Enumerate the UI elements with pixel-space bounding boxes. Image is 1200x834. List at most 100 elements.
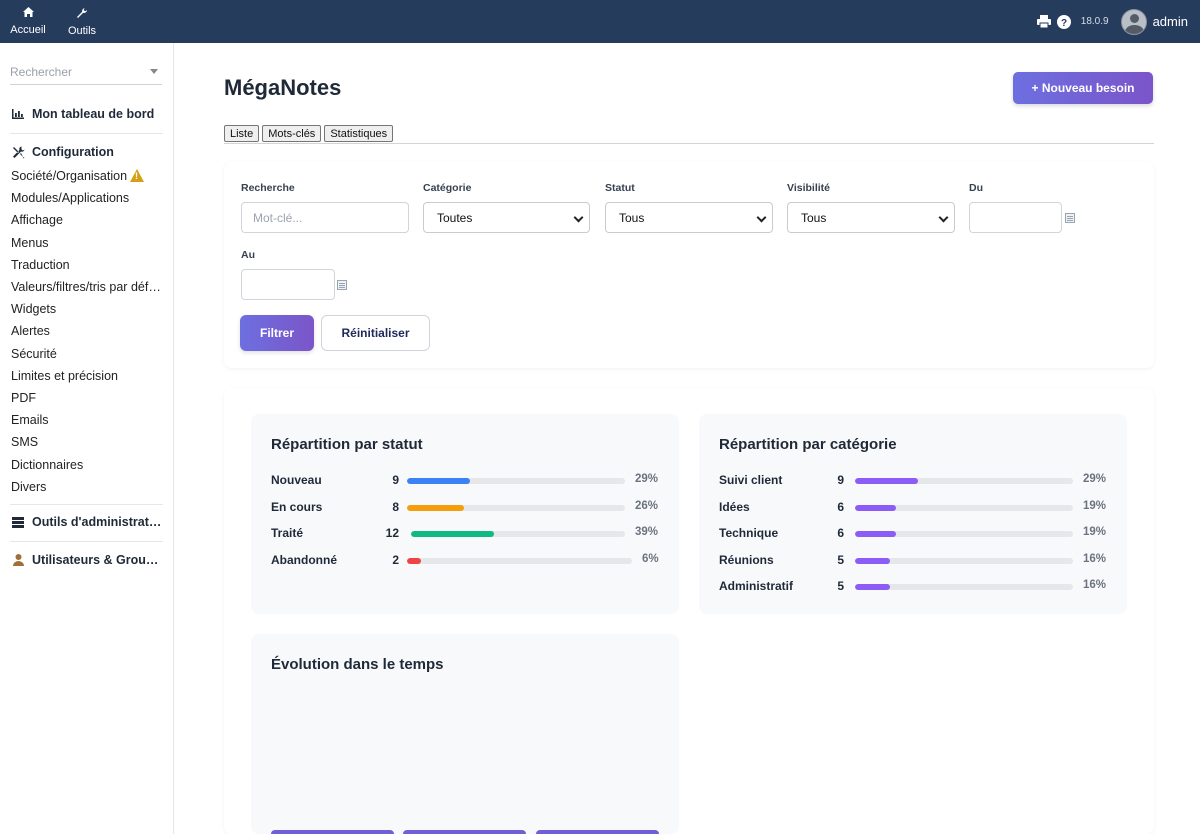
stat-bar-fill	[855, 478, 919, 484]
chevron-down-icon	[938, 212, 949, 223]
sidebar: Rechercher Mon tableau de bord Configura…	[0, 43, 174, 834]
stat-row-percent: 29%	[635, 473, 659, 485]
stat-bar-fill	[855, 504, 897, 511]
category-select[interactable]: Toutes	[423, 202, 590, 233]
sidebar-item-limites[interactable]: Limites et précision	[11, 369, 118, 383]
print-icon[interactable]	[1036, 15, 1051, 29]
calendar-icon[interactable]	[337, 280, 347, 290]
stat-row: Réunions 5 16%	[719, 553, 1107, 567]
search-input[interactable]: Mot-clé...	[241, 202, 409, 233]
stat-bar-track	[407, 504, 625, 511]
sidebar-item-valeurs[interactable]: Valeurs/filtres/tris par défaut	[11, 280, 163, 294]
evolution-chart-button[interactable]	[271, 830, 394, 834]
sidebar-users-groups-label: Utilisateurs & Groupes	[32, 553, 164, 567]
tab-bar: Liste Mots-clés Statistiques	[224, 125, 394, 142]
sidebar-item-modules[interactable]: Modules/Applications	[11, 191, 130, 205]
stat-row-count: 9	[392, 473, 399, 487]
sidebar-item-menus[interactable]: Menus	[11, 236, 49, 250]
sidebar-item-emails[interactable]: Emails	[11, 413, 49, 427]
sidebar-item-label: Société/Organisation	[11, 169, 128, 183]
reset-button[interactable]: Réinitialiser	[321, 315, 430, 351]
sidebar-users-groups[interactable]: Utilisateurs & Groupes	[11, 553, 166, 567]
stat-row-label: Traité	[271, 526, 304, 540]
sidebar-admin-tools[interactable]: Outils d'administration	[11, 515, 166, 529]
tab-statistiques[interactable]: Statistiques	[324, 125, 394, 142]
user-avatar[interactable]	[1120, 8, 1147, 35]
stat-row-percent: 39%	[635, 526, 659, 538]
visibility-select[interactable]: Tous	[787, 202, 955, 233]
status-label: Statut	[605, 182, 635, 194]
stat-row: Idées 6 19%	[719, 500, 1107, 514]
nav-home[interactable]: Accueil	[8, 0, 48, 43]
stat-row: Traité 12 39%	[271, 526, 659, 540]
server-icon	[11, 516, 25, 528]
visibility-value: Tous	[801, 210, 827, 225]
stat-bar-fill	[407, 504, 464, 511]
top-right-tools: ? 18.0.9 admin	[1036, 0, 1188, 43]
sidebar-item-affichage[interactable]: Affichage	[11, 213, 63, 227]
stat-row: Nouveau 9 29%	[271, 473, 659, 487]
filter-button[interactable]: Filtrer	[240, 315, 314, 351]
sidebar-item-alertes[interactable]: Alertes	[11, 324, 50, 338]
stat-row: Administratif 5 16%	[719, 579, 1107, 593]
nav-tools-label: Outils	[67, 24, 97, 37]
user-icon	[11, 554, 25, 566]
stat-bar-track	[407, 478, 625, 484]
sidebar-item-securite[interactable]: Sécurité	[11, 347, 57, 361]
sidebar-divider	[10, 504, 163, 505]
sidebar-dashboard[interactable]: Mon tableau de bord	[11, 107, 154, 121]
new-request-button[interactable]: + Nouveau besoin	[1013, 72, 1153, 104]
stat-row-percent: 6%	[642, 552, 659, 565]
sidebar-item-pdf[interactable]: PDF	[11, 391, 36, 405]
stat-row-label: Nouveau	[271, 473, 322, 487]
stat-row-label: En cours	[271, 499, 323, 514]
category-value: Toutes	[437, 210, 473, 225]
sidebar-item-divers[interactable]: Divers	[11, 480, 47, 494]
tab-divider	[224, 143, 1154, 144]
search-label: Recherche	[241, 182, 295, 194]
help-icon[interactable]: ?	[1056, 14, 1071, 29]
sidebar-search-placeholder: Rechercher	[10, 65, 73, 79]
stat-row-label: Abandonné	[271, 552, 337, 567]
stat-row: Suivi client 9 29%	[719, 473, 1107, 487]
sidebar-item-widgets[interactable]: Widgets	[11, 302, 57, 316]
tab-mots-cles[interactable]: Mots-clés	[262, 125, 322, 142]
stat-row-label: Suivi client	[719, 473, 783, 487]
sidebar-item-traduction[interactable]: Traduction	[11, 258, 70, 272]
stat-row-percent: 29%	[1083, 473, 1107, 485]
tab-liste[interactable]: Liste	[224, 125, 260, 142]
stat-row-percent: 26%	[635, 499, 659, 512]
tools-icon	[11, 146, 25, 159]
stat-bar-fill	[855, 584, 890, 590]
sidebar-item-dictionnaires[interactable]: Dictionnaires	[11, 458, 84, 472]
top-bar: Accueil Outils ? 18.0.9 admin	[0, 0, 1200, 43]
stat-row-percent: 19%	[1083, 499, 1107, 512]
sidebar-divider	[10, 541, 163, 542]
evolution-chart-button[interactable]	[536, 830, 659, 834]
sidebar-search-select[interactable]: Rechercher	[10, 65, 162, 85]
user-name[interactable]: admin	[1152, 14, 1188, 29]
date-from-input[interactable]	[969, 202, 1062, 233]
status-distribution-title: Répartition par statut	[271, 436, 423, 453]
category-distribution-title: Répartition par catégorie	[719, 436, 897, 453]
status-select[interactable]: Tous	[605, 202, 773, 233]
search-placeholder: Mot-clé...	[253, 210, 303, 225]
sidebar-item-societe[interactable]: Société/Organisation	[11, 169, 163, 183]
date-to-input[interactable]	[241, 269, 335, 300]
stat-row-count: 8	[392, 499, 399, 514]
evolution-title: Évolution dans le temps	[271, 656, 444, 673]
stat-row: Technique 6 19%	[719, 526, 1107, 540]
evolution-chart-button[interactable]	[403, 830, 526, 834]
stat-row-count: 6	[837, 499, 844, 514]
visibility-label: Visibilité	[787, 182, 830, 194]
sidebar-item-sms[interactable]: SMS	[11, 435, 39, 449]
stat-row-label: Technique	[719, 526, 779, 540]
stat-row-count: 2	[392, 552, 399, 567]
stat-bar-track	[855, 584, 1073, 590]
sidebar-configuration[interactable]: Configuration	[11, 145, 114, 159]
chevron-down-icon	[150, 69, 158, 74]
stat-bar-track	[411, 531, 625, 537]
calendar-icon[interactable]	[1065, 213, 1075, 223]
category-label: Catégorie	[423, 182, 472, 194]
nav-tools[interactable]: Outils	[62, 0, 102, 43]
